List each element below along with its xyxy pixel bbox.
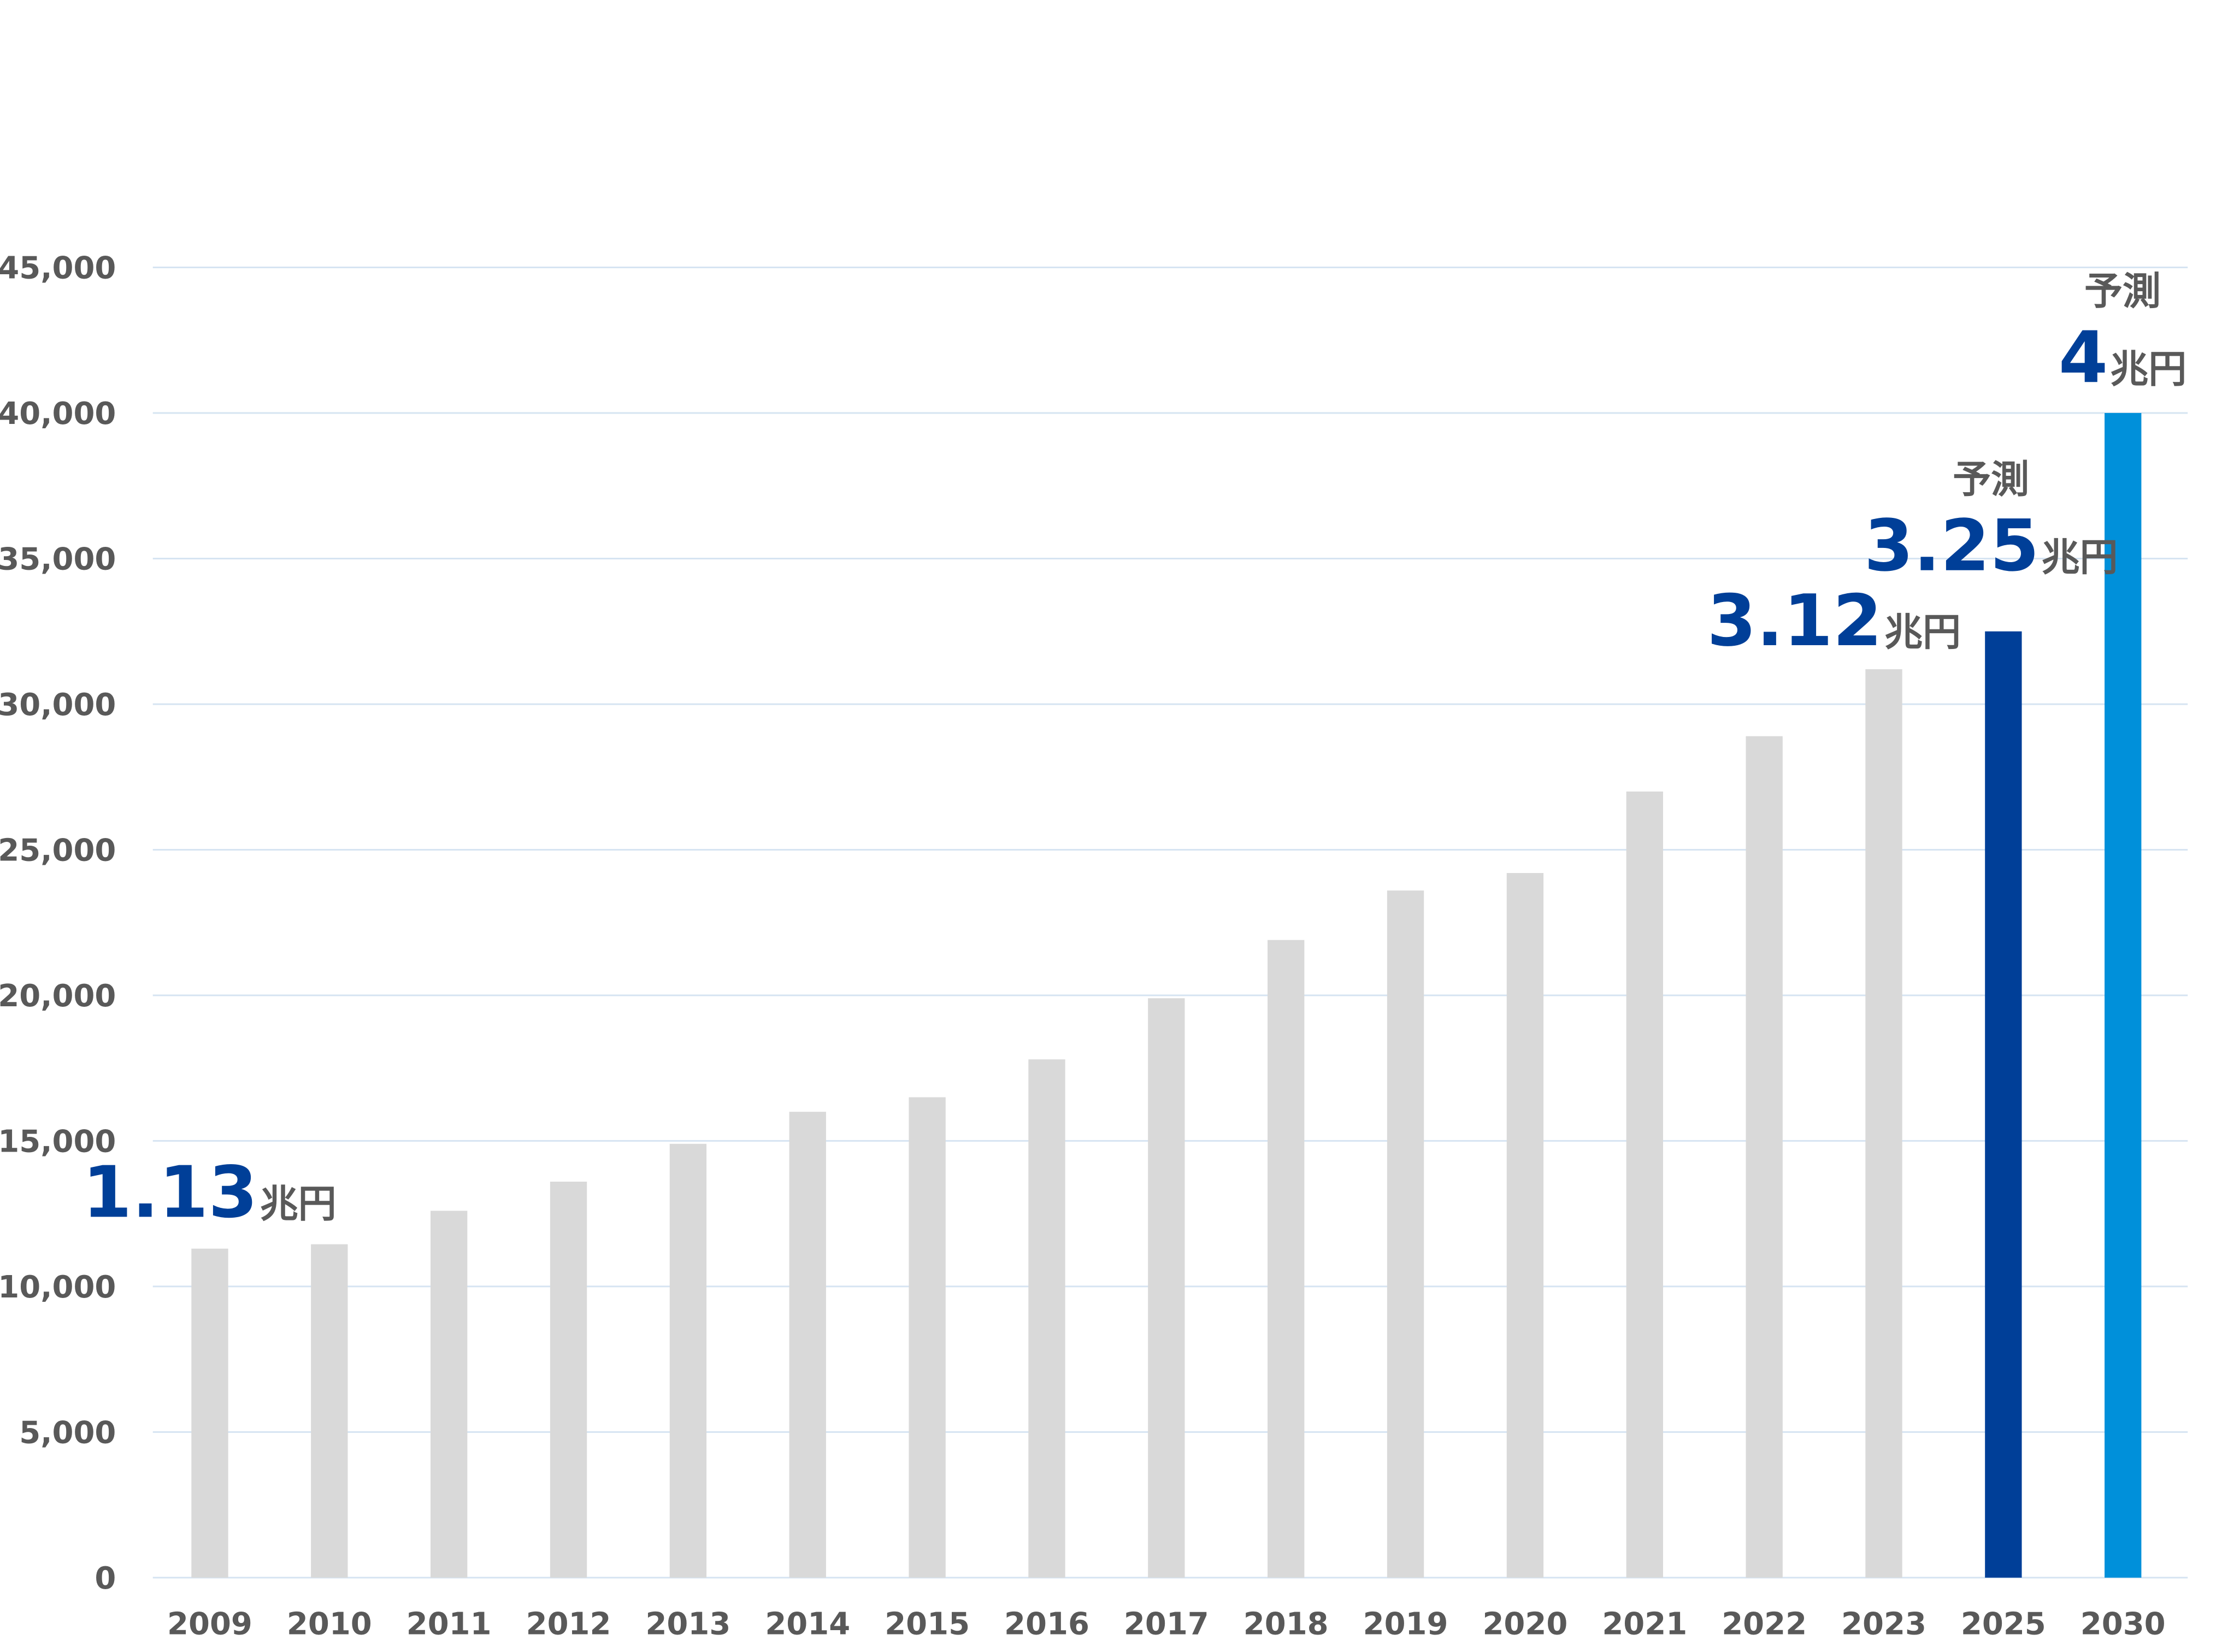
annotation-value: 3.12 (1707, 579, 1882, 662)
y-tick-label: 0 (95, 1561, 116, 1596)
x-axis-ticks: 2009 2010 2011 2012 2013 2014 2015 2016 2017 2018… (167, 1606, 2166, 1642)
y-axis-ticks: 0 5,000 10,000 15,000 20,000 25,000 30,000 35,0… (0, 251, 116, 1596)
x-tick-label: 2009 (167, 1606, 252, 1642)
x-tick-label: 2015 (885, 1606, 970, 1642)
bar-2022 (1746, 736, 1783, 1578)
bar-2011 (431, 1211, 468, 1578)
x-tick-label: 2014 (765, 1606, 850, 1642)
y-tick-label: 30,000 (0, 687, 116, 723)
bar-2015 (909, 1097, 946, 1578)
x-tick-label: 2013 (645, 1606, 730, 1642)
x-tick-label: 2016 (1004, 1606, 1089, 1642)
x-tick-label: 2010 (287, 1606, 372, 1642)
bar-2030 (2105, 413, 2142, 1578)
bar-2009 (191, 1248, 228, 1578)
forecast-note-2030: 予測 (2084, 269, 2161, 314)
annotation-value: 1.13 (82, 1150, 258, 1234)
bar-2013 (669, 1143, 707, 1578)
y-tick-label: 35,000 (0, 541, 116, 577)
value-annotation-2023: 3.12兆円 (1707, 579, 1961, 662)
forecast-note-2025: 予測 (1953, 457, 2029, 502)
bar-2019 (1387, 890, 1424, 1578)
x-tick-label: 2018 (1243, 1606, 1329, 1642)
annotation-unit: 兆円 (2042, 535, 2118, 580)
annotation-value: 4 (2059, 316, 2108, 399)
x-tick-label: 2017 (1124, 1606, 1209, 1642)
x-tick-label: 2019 (1363, 1606, 1448, 1642)
y-tick-label: 40,000 (0, 396, 116, 432)
bar-2012 (550, 1182, 587, 1578)
x-tick-label: 2020 (1482, 1606, 1567, 1642)
x-tick-label: 2012 (526, 1606, 611, 1642)
x-tick-label: 2025 (1961, 1606, 2046, 1642)
bar-2023 (1865, 669, 1902, 1578)
y-tick-label: 45,000 (0, 251, 116, 286)
x-tick-label: 2022 (1722, 1606, 1807, 1642)
bar-2017 (1148, 998, 1185, 1578)
bar-2021 (1626, 791, 1663, 1578)
annotation-unit: 兆円 (2110, 346, 2186, 391)
bar-2014 (789, 1112, 826, 1578)
y-tick-label: 25,000 (0, 833, 116, 868)
annotation-unit: 兆円 (1884, 610, 1961, 654)
bars (191, 413, 2142, 1578)
value-annotation-2030: 4兆円 (2059, 316, 2186, 399)
annotation-value: 3.25 (1864, 504, 2040, 587)
y-tick-label: 20,000 (0, 978, 116, 1014)
gridlines (152, 267, 2188, 1579)
bar-2020 (1506, 873, 1544, 1578)
x-tick-label: 2023 (1841, 1606, 1926, 1642)
y-tick-label: 10,000 (0, 1270, 116, 1305)
x-tick-label: 2030 (2081, 1606, 2166, 1642)
bar-2025 (1985, 631, 2022, 1578)
annotation-unit: 兆円 (260, 1181, 337, 1226)
bar-2010 (311, 1244, 348, 1578)
value-annotation-2009: 1.13兆円 (82, 1150, 337, 1234)
y-tick-label: 5,000 (19, 1415, 116, 1450)
x-tick-label: 2021 (1602, 1606, 1687, 1642)
bar-2016 (1028, 1059, 1065, 1578)
bar-2018 (1268, 940, 1305, 1578)
x-tick-label: 2011 (406, 1606, 492, 1642)
value-annotation-2025: 3.25兆円 (1864, 504, 2118, 587)
y-tick-label: 15,000 (0, 1124, 116, 1159)
